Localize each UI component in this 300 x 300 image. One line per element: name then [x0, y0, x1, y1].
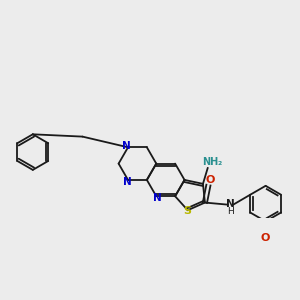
- Text: N: N: [153, 193, 162, 203]
- Text: N: N: [122, 141, 130, 151]
- Text: O: O: [206, 175, 215, 185]
- Text: H: H: [227, 208, 233, 217]
- Text: NH: NH: [202, 157, 218, 166]
- Text: ₂: ₂: [217, 157, 221, 166]
- Text: S: S: [184, 206, 192, 216]
- Text: N: N: [123, 177, 131, 187]
- Text: O: O: [261, 233, 270, 243]
- Text: N: N: [226, 199, 234, 208]
